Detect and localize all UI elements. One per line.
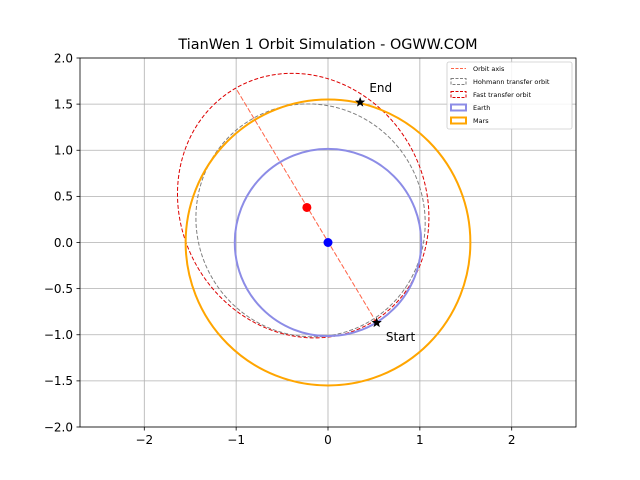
legend-label: Mars <box>473 117 489 125</box>
x-tick-label: 0 <box>324 433 332 447</box>
chart-title: TianWen 1 Orbit Simulation - OGWW.COM <box>177 37 477 53</box>
y-tick-label: 0.0 <box>54 236 73 250</box>
legend-label: Orbit axis <box>473 65 505 73</box>
y-tick-label: 1.5 <box>54 97 73 111</box>
hohmann-transfer-orbit-series <box>195 103 426 338</box>
orbit-curves <box>176 72 472 387</box>
sun-marker <box>323 238 333 247</box>
y-tick-label: −2.0 <box>44 420 73 434</box>
y-tick-label: 2.0 <box>54 51 73 65</box>
legend-label: Earth <box>473 104 490 112</box>
legend-swatch <box>450 103 467 112</box>
end-annotation: End <box>369 81 392 95</box>
legend-label: Fast transfer orbit <box>473 91 531 99</box>
end-marker <box>355 96 366 107</box>
x-tick-label: 1 <box>416 433 424 447</box>
point-markers <box>302 96 382 328</box>
x-tick-label: −2 <box>135 433 153 447</box>
fast-transfer-orbit-series <box>176 72 430 339</box>
y-axis: −2.0 −1.5 −1.0 −0.5 0.0 0.5 1.0 1.5 2.0 <box>44 51 80 434</box>
transfer-orbit-center-marker <box>302 202 312 212</box>
legend-swatch <box>450 116 467 125</box>
x-tick-label: 2 <box>508 433 516 447</box>
legend-swatch <box>450 78 467 85</box>
y-tick-label: −1.0 <box>44 328 73 342</box>
y-tick-label: 0.5 <box>54 190 73 204</box>
y-tick-label: 1.0 <box>54 144 73 158</box>
mars-series <box>184 98 472 387</box>
legend-swatch <box>450 91 467 98</box>
legend: Orbit axis Hohmann transfer orbit Fast tra… <box>446 61 573 130</box>
legend-box <box>446 61 573 130</box>
plot-frame <box>79 57 577 428</box>
x-axis: −2 −1 0 1 2 <box>135 427 516 447</box>
start-marker <box>371 317 382 328</box>
y-tick-label: −0.5 <box>44 282 73 296</box>
start-annotation: Start <box>386 330 416 344</box>
x-tick-label: −1 <box>227 433 245 447</box>
y-tick-label: −1.5 <box>44 374 73 388</box>
legend-label: Hohmann transfer orbit <box>473 78 550 86</box>
annotations: Start End <box>369 81 415 344</box>
earth-series <box>233 147 423 338</box>
